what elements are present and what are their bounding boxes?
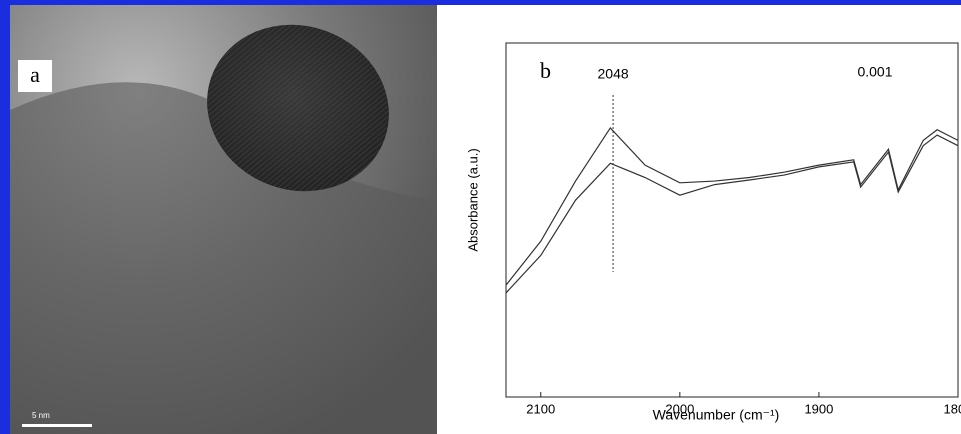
border-top: [0, 0, 961, 5]
panel-label: a: [30, 62, 40, 87]
spectrum-line: [505, 134, 959, 294]
panel-label-box: [18, 60, 52, 92]
peak-label: 2048: [598, 66, 629, 82]
plot-frame: [505, 42, 959, 398]
scale-bar-label: 5 nm: [32, 411, 50, 420]
x-axis-label: Wavenumber (cm⁻¹): [653, 407, 780, 423]
x-tick-label: 1900: [804, 401, 833, 416]
tem-image: a 5 nm: [10, 5, 437, 434]
panel-label: b: [540, 58, 551, 83]
x-tick-label: 1800: [944, 401, 961, 416]
y-axis-label: Absorbance (a.u.): [465, 148, 480, 251]
border-left: [0, 0, 10, 434]
x-tick-label: 2100: [526, 401, 555, 416]
x-tick-label: 2000: [665, 401, 694, 416]
scale-note: 0.001: [857, 64, 892, 80]
spectrum-line: [505, 126, 959, 286]
chart: b 0.001 Wavenumber (cm⁻¹) Absorbance (a.…: [465, 42, 961, 423]
scale-bar: [22, 424, 92, 427]
